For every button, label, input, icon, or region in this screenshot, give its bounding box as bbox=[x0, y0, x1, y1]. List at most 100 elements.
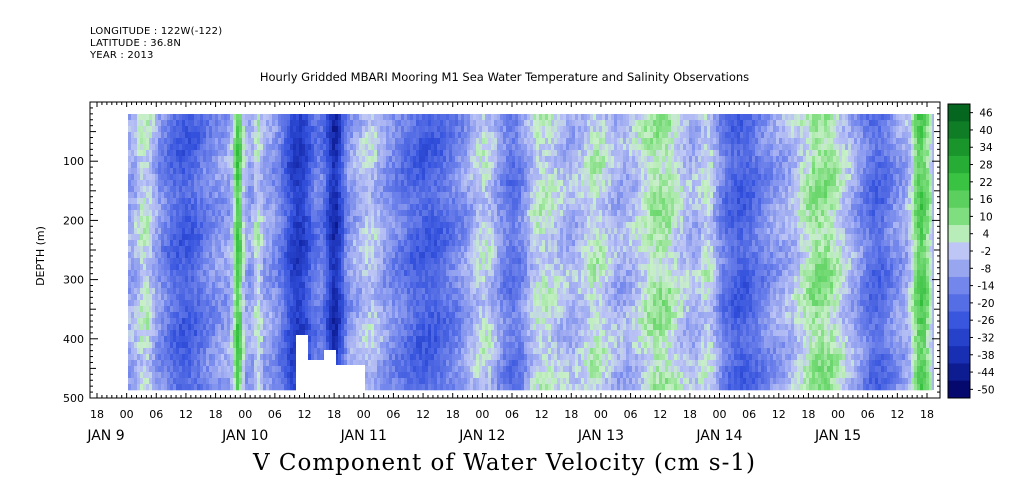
heatmap-cell bbox=[320, 330, 324, 337]
heatmap-cell bbox=[215, 246, 219, 253]
heatmap-cell bbox=[254, 246, 258, 253]
heatmap-cell bbox=[425, 336, 429, 343]
heatmap-cell bbox=[206, 228, 210, 235]
heatmap-cell bbox=[335, 114, 339, 121]
heatmap-cell bbox=[149, 354, 153, 361]
heatmap-cell bbox=[197, 234, 201, 241]
heatmap-cell bbox=[194, 348, 198, 355]
heatmap-cell bbox=[176, 336, 180, 343]
heatmap-cell bbox=[332, 144, 336, 151]
heatmap-cell bbox=[353, 162, 357, 169]
heatmap-cell bbox=[440, 204, 444, 211]
heatmap-cell bbox=[380, 228, 384, 235]
heatmap-cell bbox=[254, 132, 258, 139]
heatmap-cell bbox=[257, 132, 261, 139]
heatmap-cell bbox=[227, 276, 231, 283]
heatmap-cell bbox=[290, 246, 294, 253]
heatmap-cell bbox=[200, 228, 204, 235]
heatmap-cell bbox=[368, 174, 372, 181]
heatmap-cell bbox=[263, 150, 267, 157]
heatmap-cell bbox=[260, 198, 264, 205]
heatmap-cell bbox=[290, 270, 294, 277]
heatmap-cell bbox=[206, 174, 210, 181]
heatmap-cell bbox=[245, 210, 249, 217]
heatmap-cell bbox=[200, 120, 204, 127]
heatmap-cell bbox=[143, 222, 147, 229]
heatmap-cell bbox=[284, 138, 288, 145]
heatmap-cell bbox=[335, 354, 339, 361]
heatmap-cell bbox=[338, 282, 342, 289]
heatmap-cell bbox=[449, 234, 453, 241]
heatmap-cell bbox=[155, 138, 159, 145]
heatmap-cell bbox=[182, 114, 186, 121]
heatmap-cell bbox=[248, 270, 252, 277]
heatmap-cell bbox=[338, 120, 342, 127]
heatmap-cell bbox=[275, 168, 279, 175]
heatmap-cell bbox=[287, 150, 291, 157]
heatmap-cell bbox=[227, 216, 231, 223]
heatmap-cell bbox=[428, 348, 432, 355]
heatmap-cell bbox=[128, 282, 132, 289]
heatmap-cell bbox=[170, 180, 174, 187]
heatmap-cell bbox=[290, 204, 294, 211]
heatmap-cell bbox=[341, 318, 345, 325]
heatmap-cell bbox=[194, 234, 198, 241]
heatmap-cell bbox=[314, 204, 318, 211]
heatmap-cell bbox=[209, 258, 213, 265]
heatmap-cell bbox=[404, 252, 408, 259]
heatmap-cell bbox=[242, 156, 246, 163]
heatmap-cell bbox=[200, 168, 204, 175]
heatmap-cell bbox=[221, 240, 225, 247]
heatmap-cell bbox=[344, 288, 348, 295]
heatmap-cell bbox=[227, 228, 231, 235]
heatmap-cell bbox=[152, 372, 156, 379]
heatmap-cell bbox=[353, 252, 357, 259]
heatmap-cell bbox=[161, 234, 165, 241]
heatmap-cell bbox=[281, 228, 285, 235]
heatmap-cell bbox=[242, 378, 246, 385]
heatmap-cell bbox=[356, 360, 360, 367]
heatmap-cell bbox=[374, 180, 378, 187]
heatmap-cell bbox=[137, 156, 141, 163]
heatmap-cell bbox=[287, 120, 291, 127]
heatmap-cell bbox=[209, 168, 213, 175]
heatmap-cell bbox=[347, 150, 351, 157]
heatmap-cell bbox=[368, 246, 372, 253]
heatmap-cell bbox=[431, 348, 435, 355]
heatmap-cell bbox=[401, 294, 405, 301]
heatmap-cell bbox=[341, 210, 345, 217]
heatmap-cell bbox=[155, 378, 159, 385]
heatmap-cell bbox=[380, 276, 384, 283]
heatmap-cell bbox=[449, 276, 453, 283]
heatmap-cell bbox=[167, 348, 171, 355]
heatmap-cell bbox=[413, 204, 417, 211]
heatmap-cell bbox=[281, 342, 285, 349]
heatmap-cell bbox=[242, 366, 246, 373]
heatmap-cell bbox=[239, 276, 243, 283]
heatmap-cell bbox=[320, 150, 324, 157]
heatmap-cell bbox=[263, 216, 267, 223]
heatmap-cell bbox=[428, 252, 432, 259]
heatmap-cell bbox=[338, 240, 342, 247]
heatmap-cell bbox=[359, 288, 363, 295]
heatmap-cell bbox=[437, 210, 441, 217]
heatmap-cell bbox=[290, 144, 294, 151]
heatmap-cell bbox=[398, 174, 402, 181]
heatmap-cell bbox=[290, 360, 294, 367]
heatmap-cell bbox=[398, 216, 402, 223]
heatmap-cell bbox=[374, 252, 378, 259]
heatmap-cell bbox=[413, 366, 417, 373]
heatmap-cell bbox=[449, 282, 453, 289]
heatmap-cell bbox=[182, 150, 186, 157]
heatmap-cell bbox=[368, 192, 372, 199]
heatmap-cell bbox=[341, 144, 345, 151]
heatmap-cell bbox=[221, 348, 225, 355]
heatmap-cell bbox=[206, 192, 210, 199]
heatmap-cell bbox=[374, 330, 378, 337]
heatmap-cell bbox=[152, 138, 156, 145]
heatmap-cell bbox=[341, 288, 345, 295]
heatmap-cell bbox=[248, 180, 252, 187]
heatmap-cell bbox=[440, 240, 444, 247]
heatmap-cell bbox=[329, 270, 333, 277]
heatmap-cell bbox=[131, 132, 135, 139]
